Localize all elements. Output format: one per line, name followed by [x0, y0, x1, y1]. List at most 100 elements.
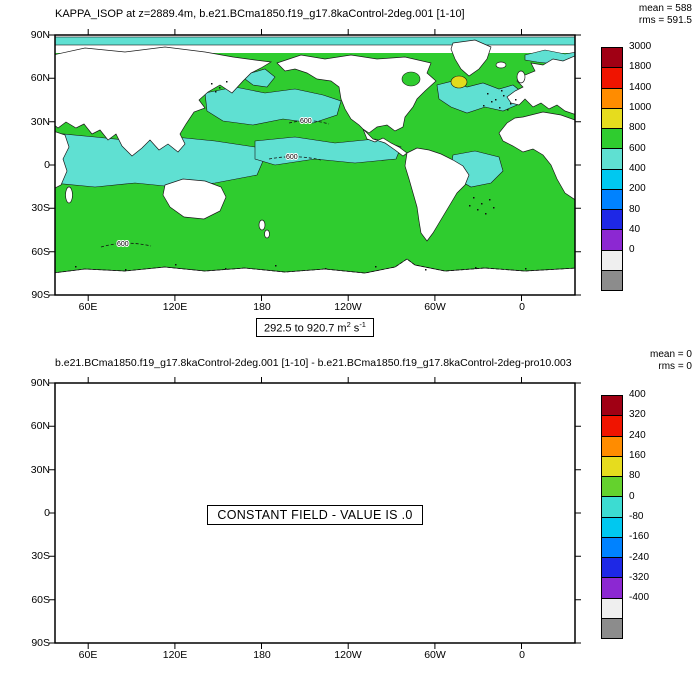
colorbar-tick-label: -80: [629, 511, 644, 522]
colorbar-segment: [601, 617, 623, 639]
colorbar-tick-label: 1000: [629, 102, 652, 113]
top-map-plot: 600 600 600: [49, 29, 581, 301]
continent-europe: [506, 55, 575, 115]
bottom-plot-title: b.e21.BCma1850.f19_g17.8kaControl-2deg.0…: [55, 357, 572, 369]
colorbar-segment: [601, 415, 623, 437]
bottom-colorbar: 400 320 240 160 80 0 -80 -160 -240 -320 …: [601, 390, 665, 639]
range-prefix: 292.5 to 920.7 m: [264, 322, 347, 335]
colorbar-segment: [601, 67, 623, 89]
lat-label-30n: 30N: [30, 116, 50, 128]
constant-field-label: CONSTANT FIELD - VALUE IS .0: [207, 505, 423, 525]
colorbar-segment: [601, 435, 623, 457]
contour-line-600-north: [288, 120, 330, 125]
range-sup-2: 2: [346, 320, 351, 329]
colorbar-tick-label: 3000: [629, 41, 652, 52]
y-axis-ticks-left: [49, 382, 55, 644]
bottom-rms-value: rms = 0: [658, 361, 692, 372]
x-axis-ticks-top: [87, 29, 522, 35]
colorbar-tick-label: 1400: [629, 82, 652, 93]
colorbar-tick-label: 160: [629, 450, 646, 461]
lat-label-90n: 90N: [30, 377, 50, 389]
colorbar-tick-label: -240: [629, 552, 650, 563]
colorbar-segment: [601, 597, 623, 619]
range-mid: s: [350, 322, 360, 335]
lon-label-180: 180: [253, 301, 271, 313]
hudson-bay: [401, 71, 421, 87]
colorbar-segment: [601, 395, 623, 417]
bottom-stats: mean = 0 rms = 0: [650, 349, 692, 373]
colorbar-segment: [601, 168, 623, 190]
colorbar-segment: [601, 188, 623, 210]
colorbar-segment: [601, 536, 623, 558]
colorbar-tick-label: 400: [629, 389, 646, 400]
colorbar-segment: [601, 455, 623, 477]
island-britain: [516, 70, 526, 84]
colorbar-tick-label: 1800: [629, 61, 652, 72]
lat-label-90s: 90S: [31, 637, 50, 649]
top-plot-title: KAPPA_ISOP at z=2889.4m, b.e21.BCma1850.…: [55, 8, 465, 20]
colorbar-segment: [601, 516, 623, 538]
continent-africa-east: [55, 131, 70, 189]
y-axis-ticks-left: [49, 34, 55, 296]
lat-label-0: 0: [44, 159, 50, 171]
colorbar-tick-label: 400: [629, 163, 646, 174]
lat-label-90n: 90N: [30, 29, 50, 41]
continents: [55, 39, 575, 295]
colorbar-segment: [601, 557, 623, 579]
continent-north-america: [276, 54, 437, 157]
contour-line-600-south: [100, 242, 152, 248]
lat-label-90s: 90S: [31, 289, 50, 301]
y-axis-ticks-right: [575, 382, 581, 644]
top-stats: mean = 588 rms = 591.5: [639, 3, 692, 27]
continent-australia: [162, 178, 227, 220]
colorbar-tick-label: -160: [629, 531, 650, 542]
island-iceland: [495, 61, 507, 69]
lon-label-60e: 60E: [78, 301, 98, 313]
lat-label-30s: 30S: [31, 202, 50, 214]
colorbar-segment: [601, 249, 623, 271]
colorbar-tick-label: 200: [629, 183, 646, 194]
x-axis-ticks-bottom: [87, 643, 522, 649]
colorbar-segment: [601, 476, 623, 498]
bottom-mean-value: mean = 0: [650, 349, 692, 360]
lon-label-120e: 120E: [162, 301, 188, 313]
colorbar-segment: [601, 47, 623, 69]
colorbar-tick-label: 800: [629, 122, 646, 133]
lon-label-120w: 120W: [334, 301, 362, 313]
lat-label-60n: 60N: [30, 420, 50, 432]
colorbar-tick-label: 240: [629, 430, 646, 441]
field-range-label-wrap: 292.5 to 920.7 m2 s-1: [55, 318, 575, 337]
top-mean-value: mean = 588: [638, 3, 692, 14]
continent-eurasia: [55, 46, 273, 157]
colorbar-tick-label: -320: [629, 572, 650, 583]
colorbar-tick-label: 0: [629, 491, 635, 502]
lat-label-30n: 30N: [30, 464, 50, 476]
constant-field-label-wrap: CONSTANT FIELD - VALUE IS .0: [55, 505, 575, 525]
top-rms-value: rms = 591.5: [638, 15, 692, 26]
lat-label-60n: 60N: [30, 72, 50, 84]
colorbar-tick-label: 600: [629, 143, 646, 154]
lat-label-30s: 30S: [31, 550, 50, 562]
ocean-cyan-field: [55, 36, 575, 188]
top-colorbar-bar: [601, 47, 623, 291]
island-greenland: [450, 39, 492, 77]
colorbar-segment: [601, 577, 623, 599]
island-madagascar: [65, 186, 73, 204]
lon-label-0: 0: [519, 301, 525, 313]
colorbar-tick-label: 80: [629, 204, 641, 215]
island-new-zealand-north: [258, 219, 266, 231]
x-axis-ticks-bottom: [87, 295, 522, 301]
lon-label-120w: 120W: [334, 649, 362, 661]
colorbar-segment: [601, 269, 623, 291]
colorbar-tick-label: -400: [629, 592, 650, 603]
colorbar-segment: [601, 128, 623, 150]
range-sup-minus1: -1: [359, 320, 366, 329]
y-axis-ticks-right: [575, 34, 581, 296]
lon-label-60w: 60W: [424, 649, 446, 661]
colorbar-segment: [601, 496, 623, 518]
sea-ice-edge-contour: [55, 258, 575, 274]
contour-line-600-tropics: [268, 156, 322, 161]
lon-label-120e: 120E: [162, 649, 188, 661]
colorbar-segment: [601, 87, 623, 109]
